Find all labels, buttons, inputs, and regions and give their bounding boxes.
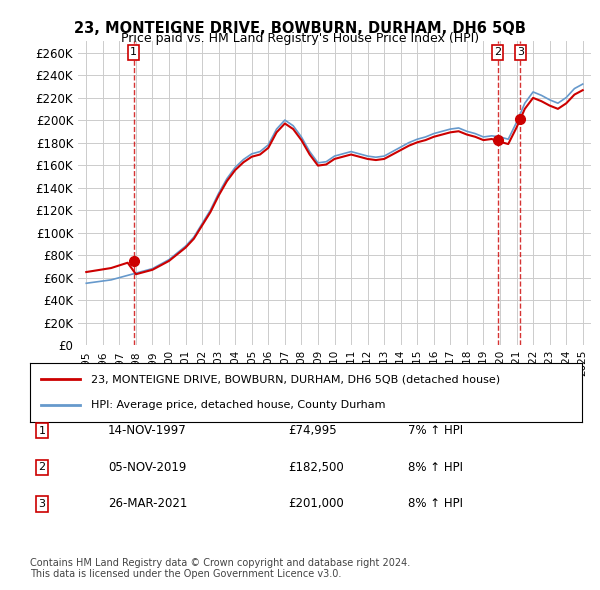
- Text: 23, MONTEIGNE DRIVE, BOWBURN, DURHAM, DH6 5QB (detached house): 23, MONTEIGNE DRIVE, BOWBURN, DURHAM, DH…: [91, 375, 500, 384]
- Text: £182,500: £182,500: [288, 461, 344, 474]
- Text: 1: 1: [38, 426, 46, 435]
- Text: 1: 1: [130, 47, 137, 57]
- Text: 8% ↑ HPI: 8% ↑ HPI: [408, 497, 463, 510]
- Text: £201,000: £201,000: [288, 497, 344, 510]
- Text: £74,995: £74,995: [288, 424, 337, 437]
- Text: 26-MAR-2021: 26-MAR-2021: [108, 497, 187, 510]
- Text: 05-NOV-2019: 05-NOV-2019: [108, 461, 187, 474]
- Text: 3: 3: [38, 499, 46, 509]
- Text: Contains HM Land Registry data © Crown copyright and database right 2024.
This d: Contains HM Land Registry data © Crown c…: [30, 558, 410, 579]
- Text: 2: 2: [494, 47, 501, 57]
- Text: 3: 3: [517, 47, 524, 57]
- Text: Price paid vs. HM Land Registry's House Price Index (HPI): Price paid vs. HM Land Registry's House …: [121, 32, 479, 45]
- Text: 2: 2: [38, 463, 46, 472]
- Text: 23, MONTEIGNE DRIVE, BOWBURN, DURHAM, DH6 5QB: 23, MONTEIGNE DRIVE, BOWBURN, DURHAM, DH…: [74, 21, 526, 35]
- Text: 8% ↑ HPI: 8% ↑ HPI: [408, 461, 463, 474]
- Text: HPI: Average price, detached house, County Durham: HPI: Average price, detached house, Coun…: [91, 401, 385, 410]
- Text: 14-NOV-1997: 14-NOV-1997: [108, 424, 187, 437]
- Text: 7% ↑ HPI: 7% ↑ HPI: [408, 424, 463, 437]
